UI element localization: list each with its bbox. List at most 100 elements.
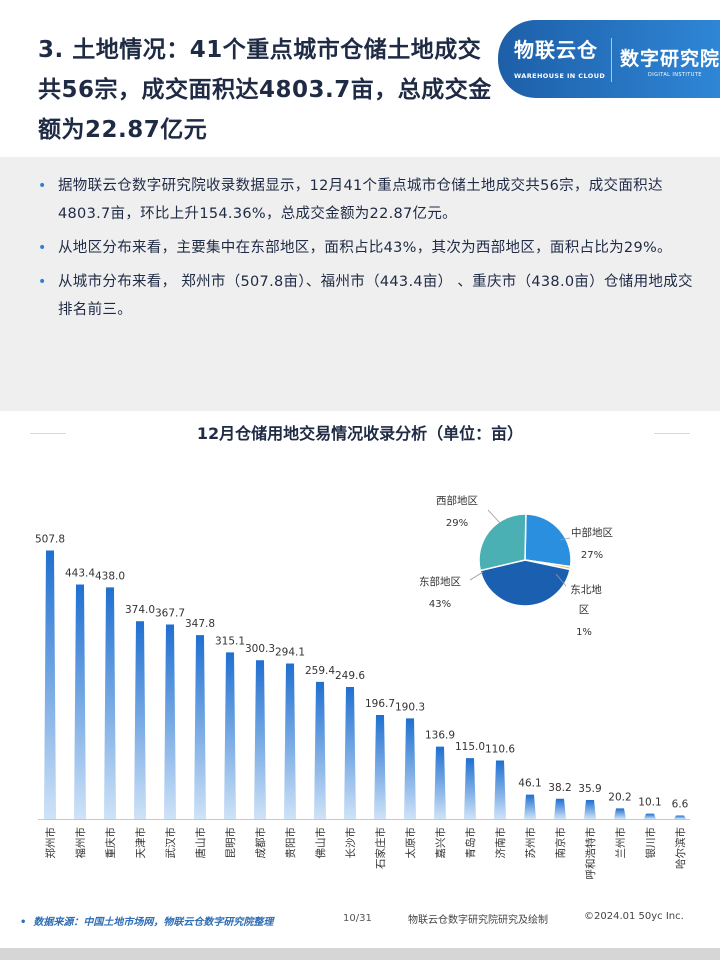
bar-天津市	[134, 621, 146, 819]
bar-哈尔滨市	[674, 815, 686, 819]
x-tick-label: 武汉市	[164, 827, 177, 859]
bullet-icon: •	[38, 178, 47, 194]
x-tick-label: 天津市	[134, 827, 147, 859]
bar-呼和浩特市	[584, 800, 596, 819]
x-tick-label: 唐山市	[194, 827, 207, 859]
title-rule-left	[30, 433, 66, 434]
pie-slice-东部地区	[479, 559, 571, 607]
brand-logo-banner: 物联云仓 WAREHOUSE IN CLOUD 数字研究院 DIGITAL IN…	[498, 20, 720, 98]
bar-成都市	[254, 660, 266, 819]
pie-label-name: 中部地区	[571, 526, 613, 539]
bullet-icon: •	[38, 274, 47, 290]
x-tick-label: 重庆市	[104, 827, 117, 859]
data-label: 443.4	[65, 568, 95, 580]
bar-兰州市	[614, 808, 626, 819]
bar-青岛市	[464, 758, 476, 819]
x-tick-label: 青岛市	[464, 827, 477, 859]
chart-title: 12月仓储用地交易情况收录分析（单位：亩）	[196, 424, 524, 443]
data-label: 438.0	[95, 570, 125, 582]
title-rule-right	[654, 433, 690, 434]
data-source-text: 数据来源：中国土地市场网，物联云仓数字研究院整理	[33, 917, 274, 928]
x-tick-label: 长沙市	[344, 827, 357, 859]
bottom-strip	[0, 948, 720, 960]
data-label: 367.7	[155, 608, 185, 620]
bar-chart: 507.8 郑州市 443.4 福州市 438.0 重庆市 374.0 天津市 367.7 武汉市…	[35, 494, 690, 880]
pie-label-value: 1%	[576, 627, 592, 638]
data-label: 374.0	[125, 604, 155, 616]
summary-item: • 从城市分布来看， 郑州市（507.8亩）、福州市（443.4亩） 、重庆市（4…	[38, 268, 698, 324]
pie-label-name: 西部地区	[436, 494, 478, 507]
data-label: 294.1	[275, 646, 305, 658]
x-tick-label: 苏州市	[524, 827, 537, 859]
warehouse-cloud-logo-sub: WAREHOUSE IN CLOUD	[514, 72, 606, 80]
x-tick-label: 福州市	[74, 827, 87, 859]
bar-太原市	[404, 718, 416, 819]
bar-南京市	[554, 798, 566, 819]
x-tick-label: 兰州市	[614, 827, 627, 859]
x-tick-label: 嘉兴市	[434, 827, 447, 859]
x-tick-label: 哈尔滨市	[674, 827, 687, 869]
summary-item: • 据物联云仓数字研究院收录数据显示，12月41个重点城市仓储土地成交共56宗，成…	[38, 172, 698, 228]
bar-福州市	[74, 584, 86, 819]
x-tick-label: 银川市	[644, 827, 657, 859]
bar-石家庄市	[374, 714, 386, 819]
bar-苏州市	[524, 794, 536, 819]
data-label: 190.3	[395, 701, 425, 713]
x-tick-label: 呼和浩特市	[584, 827, 597, 880]
bar-昆明市	[224, 652, 236, 819]
pie-label-value: 29%	[446, 518, 468, 529]
bar-武汉市	[164, 624, 176, 819]
data-label: 347.8	[185, 618, 215, 630]
x-tick-label: 昆明市	[224, 827, 237, 859]
bar-郑州市	[44, 550, 56, 819]
data-label: 259.4	[305, 665, 335, 677]
x-tick-label: 济南市	[494, 827, 507, 859]
pie-leader-line	[487, 509, 501, 524]
data-label: 115.0	[455, 741, 485, 753]
pie-leader-line	[469, 571, 484, 581]
bar-佛山市	[314, 681, 326, 819]
x-tick-label: 太原市	[404, 827, 417, 859]
bar-银川市	[644, 813, 656, 819]
bar-重庆市	[104, 587, 116, 819]
summary-text: 从地区分布来看，主要集中在东部地区，面积占比43%，其次为西部地区，面积占比为2…	[58, 240, 672, 256]
bar-长沙市	[344, 687, 356, 819]
summary-text: 据物联云仓数字研究院收录数据显示，12月41个重点城市仓储土地成交共56宗，成交…	[58, 178, 663, 222]
data-source-note: • 数据来源：中国土地市场网，物联云仓数字研究院整理	[20, 913, 273, 928]
pie-label-value: 27%	[581, 550, 603, 561]
x-tick-label: 郑州市	[44, 827, 57, 859]
pie-label-name: 东部地区	[419, 575, 461, 588]
page-number: 10/31	[343, 913, 372, 924]
data-label: 38.2	[548, 782, 571, 794]
data-label: 46.1	[518, 778, 541, 790]
copyright-text: ©2024.01 50yc Inc.	[584, 911, 684, 922]
pie-slice-西部地区	[478, 513, 527, 572]
bullet-icon: •	[38, 240, 47, 256]
pie-label-value: 43%	[429, 599, 451, 610]
summary-item: • 从地区分布来看，主要集中在东部地区，面积占比43%，其次为西部地区，面积占比为…	[38, 234, 698, 262]
credit-text: 物联云仓数字研究院研究及绘制	[408, 915, 548, 926]
x-tick-label: 成都市	[254, 827, 267, 859]
bar-唐山市	[194, 635, 206, 819]
bullet-icon: •	[20, 917, 34, 928]
x-tick-label: 佛山市	[314, 827, 327, 859]
summary-text: 从城市分布来看， 郑州市（507.8亩）、福州市（443.4亩） 、重庆市（43…	[58, 274, 693, 318]
bar-济南市	[494, 760, 506, 819]
data-label: 136.9	[425, 730, 455, 742]
data-label: 507.8	[35, 533, 65, 545]
data-label: 249.6	[335, 670, 365, 682]
summary-panel: • 据物联云仓数字研究院收录数据显示，12月41个重点城市仓储土地成交共56宗，成…	[0, 157, 720, 411]
x-tick-label: 贵阳市	[284, 827, 297, 859]
data-label: 10.1	[638, 797, 661, 809]
logo-divider	[611, 38, 612, 82]
digital-institute-logo: 数字研究院	[620, 48, 720, 70]
page-title: 3. 土地情况：41个重点城市仓储土地成交共56宗，成交面积达4803.7亩，总…	[38, 37, 492, 143]
bar-嘉兴市	[434, 746, 446, 819]
pie-label-name-cont: 区	[579, 604, 590, 616]
data-label: 196.7	[365, 698, 395, 710]
data-label: 300.3	[245, 643, 275, 655]
pie-label-name: 东北地	[570, 583, 602, 596]
digital-institute-logo-sub: DIGITAL INSTITUTE	[648, 72, 702, 78]
x-tick-label: 石家庄市	[374, 827, 387, 869]
pie-slice-中部地区	[524, 513, 572, 568]
